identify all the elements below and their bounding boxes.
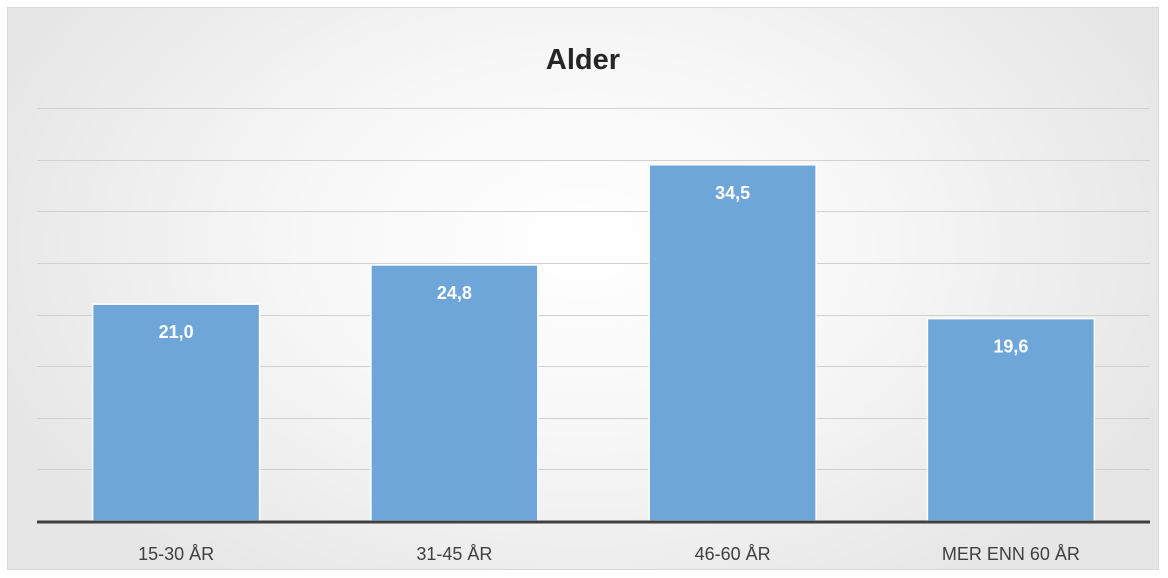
data-label-3: 34,5 xyxy=(715,183,750,203)
chart-title: Alder xyxy=(545,44,621,76)
data-label-2: 24,8 xyxy=(437,283,472,303)
bar-1 xyxy=(91,303,261,522)
category-label-1: 15-30 ÅR xyxy=(138,544,214,564)
category-label-2: 31-45 ÅR xyxy=(416,544,492,564)
data-label-4: 19,6 xyxy=(993,337,1028,357)
data-label-1: 21,0 xyxy=(159,322,194,342)
data-labels: 21,0 24,8 34,5 19,6 xyxy=(159,183,1029,357)
category-label-3: 46-60 ÅR xyxy=(695,544,771,564)
x-axis: 15-30 ÅR 31-45 ÅR 46-60 ÅR MER ENN 60 ÅR xyxy=(37,520,1150,564)
bar-2 xyxy=(370,264,539,522)
bar-4 xyxy=(926,317,1096,522)
category-label-4: MER ENN 60 ÅR xyxy=(942,544,1080,564)
bar-3 xyxy=(648,164,817,522)
bars xyxy=(91,164,1096,522)
